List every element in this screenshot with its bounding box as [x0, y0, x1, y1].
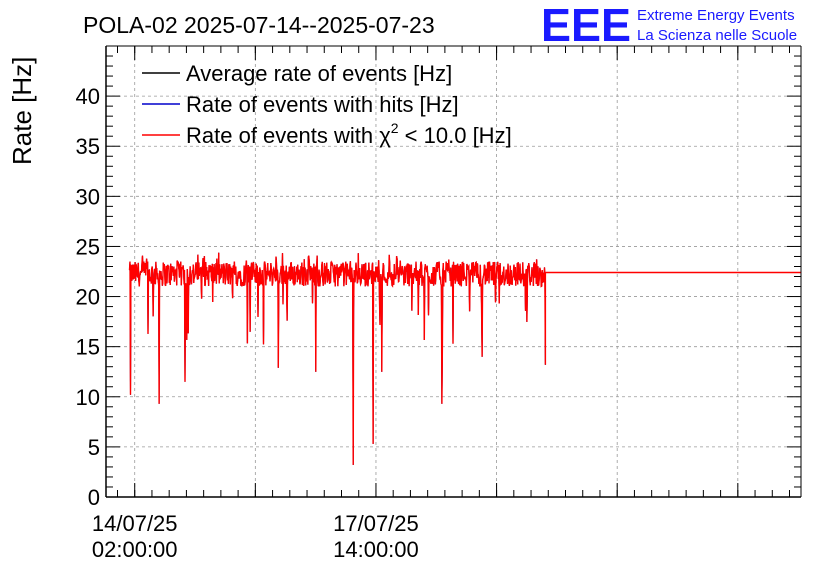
legend-entry-hits: Rate of events with hits [Hz] — [142, 92, 459, 117]
x-tick-label-date: 14/07/25 — [92, 511, 178, 536]
grid-lines — [106, 46, 801, 497]
y-tick-labels: 0 5 10 15 20 25 30 35 40 — [76, 84, 100, 510]
x-tick-label-date: 17/07/25 — [333, 511, 419, 536]
x-tick-label-time: 14:00:00 — [333, 537, 419, 562]
logo-line-2: La Scienza nelle Scuole — [637, 27, 797, 44]
legend-entry-average: Average rate of events [Hz] — [142, 61, 452, 86]
legend-label-hits: Rate of events with hits [Hz] — [186, 92, 459, 117]
series-layer — [128, 252, 801, 465]
y-tick-label: 15 — [76, 335, 100, 360]
legend-label-chi2: Rate of events with χ2 < 10.0 [Hz] — [186, 120, 512, 148]
y-tick-label: 30 — [76, 184, 100, 209]
legend: Average rate of events [Hz] Rate of even… — [142, 61, 512, 148]
y-tick-label: 0 — [88, 485, 100, 510]
chart-title: POLA-02 2025-07-14--2025-07-23 — [83, 12, 435, 38]
eee-logo-text: EEE — [541, 0, 631, 51]
y-tick-label: 40 — [76, 84, 100, 109]
y-tick-label: 5 — [88, 435, 100, 460]
y-tick-label: 25 — [76, 234, 100, 259]
legend-entry-chi2: Rate of events with χ2 < 10.0 [Hz] — [142, 120, 512, 148]
y-tick-label: 10 — [76, 385, 100, 410]
y-tick-label: 35 — [76, 134, 100, 159]
legend-label-average: Average rate of events [Hz] — [186, 61, 452, 86]
y-axis-label: Rate [Hz] — [7, 57, 37, 165]
series-chi2-line — [128, 252, 801, 465]
y-tick-label: 20 — [76, 285, 100, 310]
x-tick-label-time: 02:00:00 — [92, 537, 178, 562]
logo-line-1: Extreme Energy Events — [637, 7, 795, 24]
axes — [105, 45, 802, 498]
